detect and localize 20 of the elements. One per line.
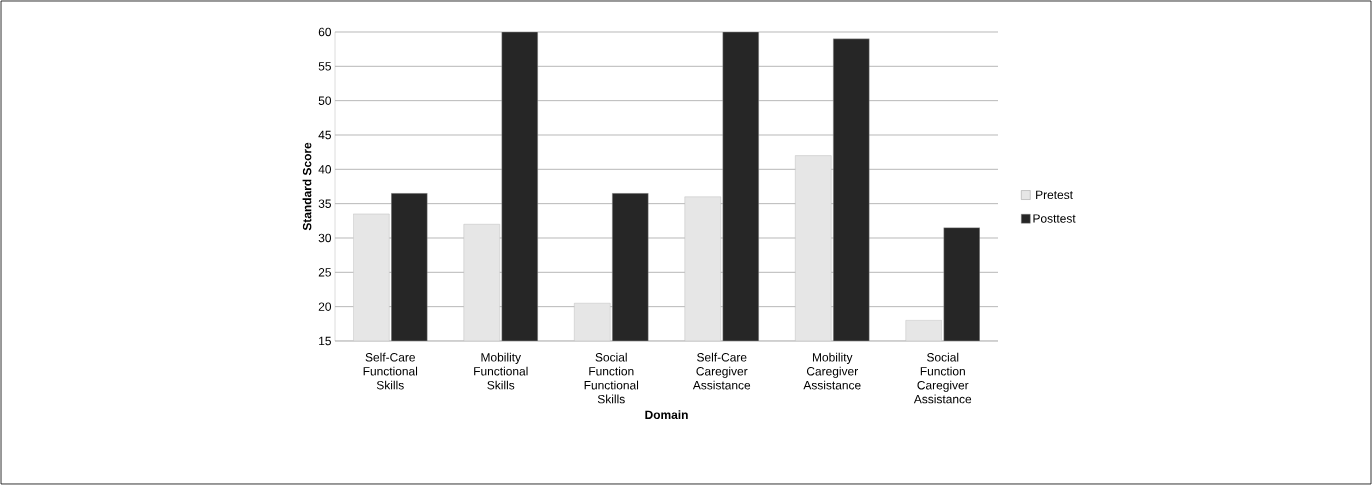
y-tick-label: 35 <box>318 199 331 208</box>
y-tick-label: 25 <box>318 268 331 277</box>
x-tick-label: Mobility Functional Skills <box>474 352 528 390</box>
x-tick-label: Self-Care Functional Skills <box>363 352 418 390</box>
y-axis-title: Standard Score <box>302 142 312 231</box>
x-tick-label: Social Function Caregiver Assistance <box>913 352 972 404</box>
y-tick-label: 15 <box>319 336 331 346</box>
x-tick-label: Social Function Functional Skills <box>584 352 639 404</box>
y-tick-label: 45 <box>318 130 331 140</box>
y-tick-label: 40 <box>318 165 332 174</box>
y-tick-label: 50 <box>318 96 332 105</box>
y-tick-label: 30 <box>318 233 332 243</box>
y-tick-label: 20 <box>318 302 332 311</box>
legend-label: Posttest <box>1033 214 1076 223</box>
x-tick-label: Mobility Caregiver Assistance <box>803 352 861 390</box>
x-axis-title: Domain <box>645 410 688 419</box>
x-tick-label: Self-Care Caregiver Assistance <box>692 352 751 390</box>
y-tick-label: 55 <box>318 62 331 71</box>
legend-label: Pretest <box>1036 190 1073 199</box>
y-tick-label: 60 <box>318 27 332 37</box>
